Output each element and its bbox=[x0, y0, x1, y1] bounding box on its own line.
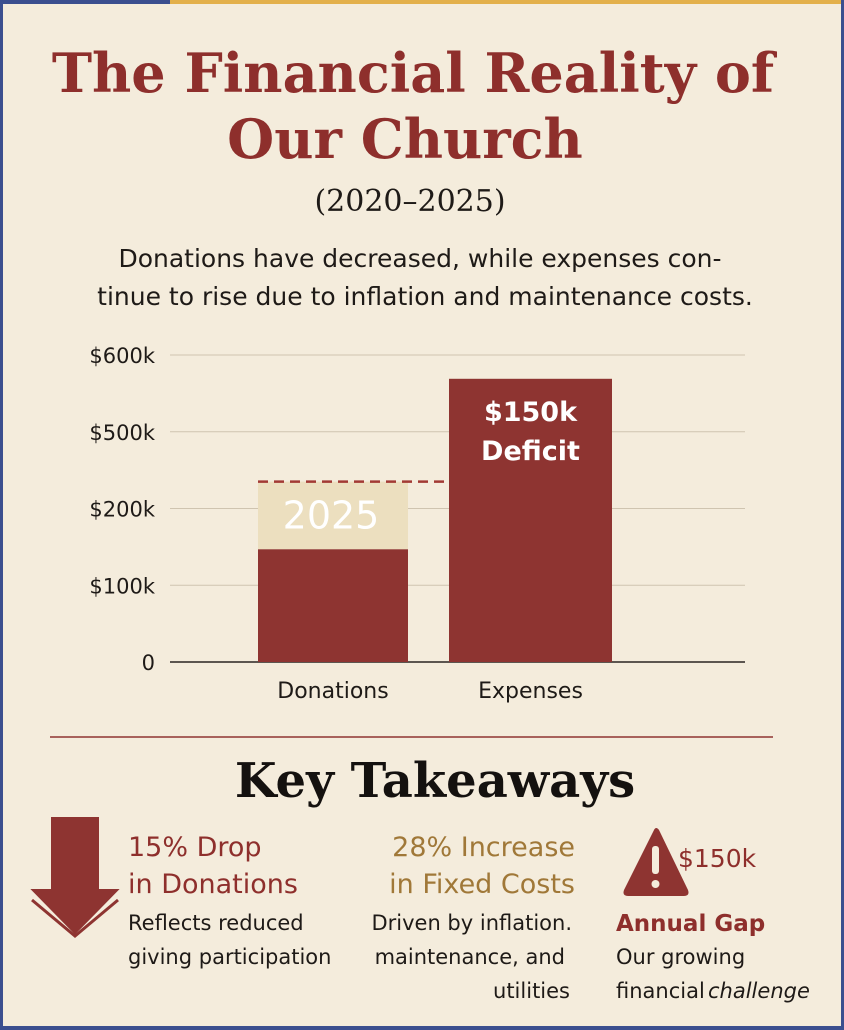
y-tick-label: $500k bbox=[89, 421, 155, 445]
section-title: Key Takeaways bbox=[235, 753, 635, 809]
description: Donations have decreased, while expenses… bbox=[118, 244, 721, 273]
takeaway-desc: utilities bbox=[493, 979, 570, 1003]
y-tick-label: $200k bbox=[89, 498, 155, 522]
takeaway-amount: $150k bbox=[678, 844, 757, 873]
takeaway-title: Annual Gap bbox=[616, 911, 765, 937]
down-arrow-icon bbox=[25, 815, 125, 938]
bar bbox=[449, 378, 612, 662]
left-border bbox=[0, 0, 3, 1030]
right-border bbox=[841, 0, 844, 1030]
takeaway-desc: Reflects reduced bbox=[128, 911, 304, 935]
y-tick-label: 0 bbox=[142, 651, 155, 675]
y-tick-label: $600k bbox=[89, 344, 155, 368]
subtitle: (2020–2025) bbox=[314, 184, 505, 219]
takeaway-title: 15% Drop bbox=[128, 832, 262, 863]
overlay-label: 2025 bbox=[283, 493, 380, 537]
bar-annotation: Deficit bbox=[481, 436, 580, 467]
bar-chart: 0 $100k $200k $500k $600k Donations 2025 Expens… bbox=[89, 344, 745, 704]
x-tick-label: Donations bbox=[277, 679, 388, 704]
down-arrow-icon bbox=[31, 898, 119, 938]
takeaway-title: in Donations bbox=[128, 869, 298, 900]
takeaway-desc: Driven by inflation. bbox=[371, 911, 572, 935]
takeaway-desc: financial bbox=[616, 979, 705, 1003]
description: tinue to rise due to inflation and maint… bbox=[97, 282, 753, 311]
takeaway-title: in Fixed Costs bbox=[389, 869, 575, 900]
takeaway-desc: Our growing bbox=[616, 945, 745, 969]
takeaway-title: 28% Increase bbox=[392, 832, 575, 863]
takeaway-desc: challenge bbox=[708, 979, 810, 1003]
bar bbox=[258, 549, 408, 662]
top-border bbox=[170, 0, 844, 4]
takeaway-desc: giving participation bbox=[128, 945, 331, 969]
top-border bbox=[0, 0, 170, 4]
title: Our Church bbox=[227, 107, 583, 171]
title: The Financial Reality of bbox=[52, 41, 778, 105]
takeaway-desc: maintenance, and bbox=[375, 945, 565, 969]
bottom-border bbox=[0, 1026, 844, 1030]
bar-annotation: $150k bbox=[484, 397, 578, 428]
y-tick-label: $100k bbox=[89, 574, 155, 598]
x-tick-label: Expenses bbox=[478, 679, 583, 704]
warning-icon bbox=[651, 880, 660, 888]
warning-icon bbox=[652, 846, 659, 874]
overlay-segment bbox=[258, 481, 408, 550]
